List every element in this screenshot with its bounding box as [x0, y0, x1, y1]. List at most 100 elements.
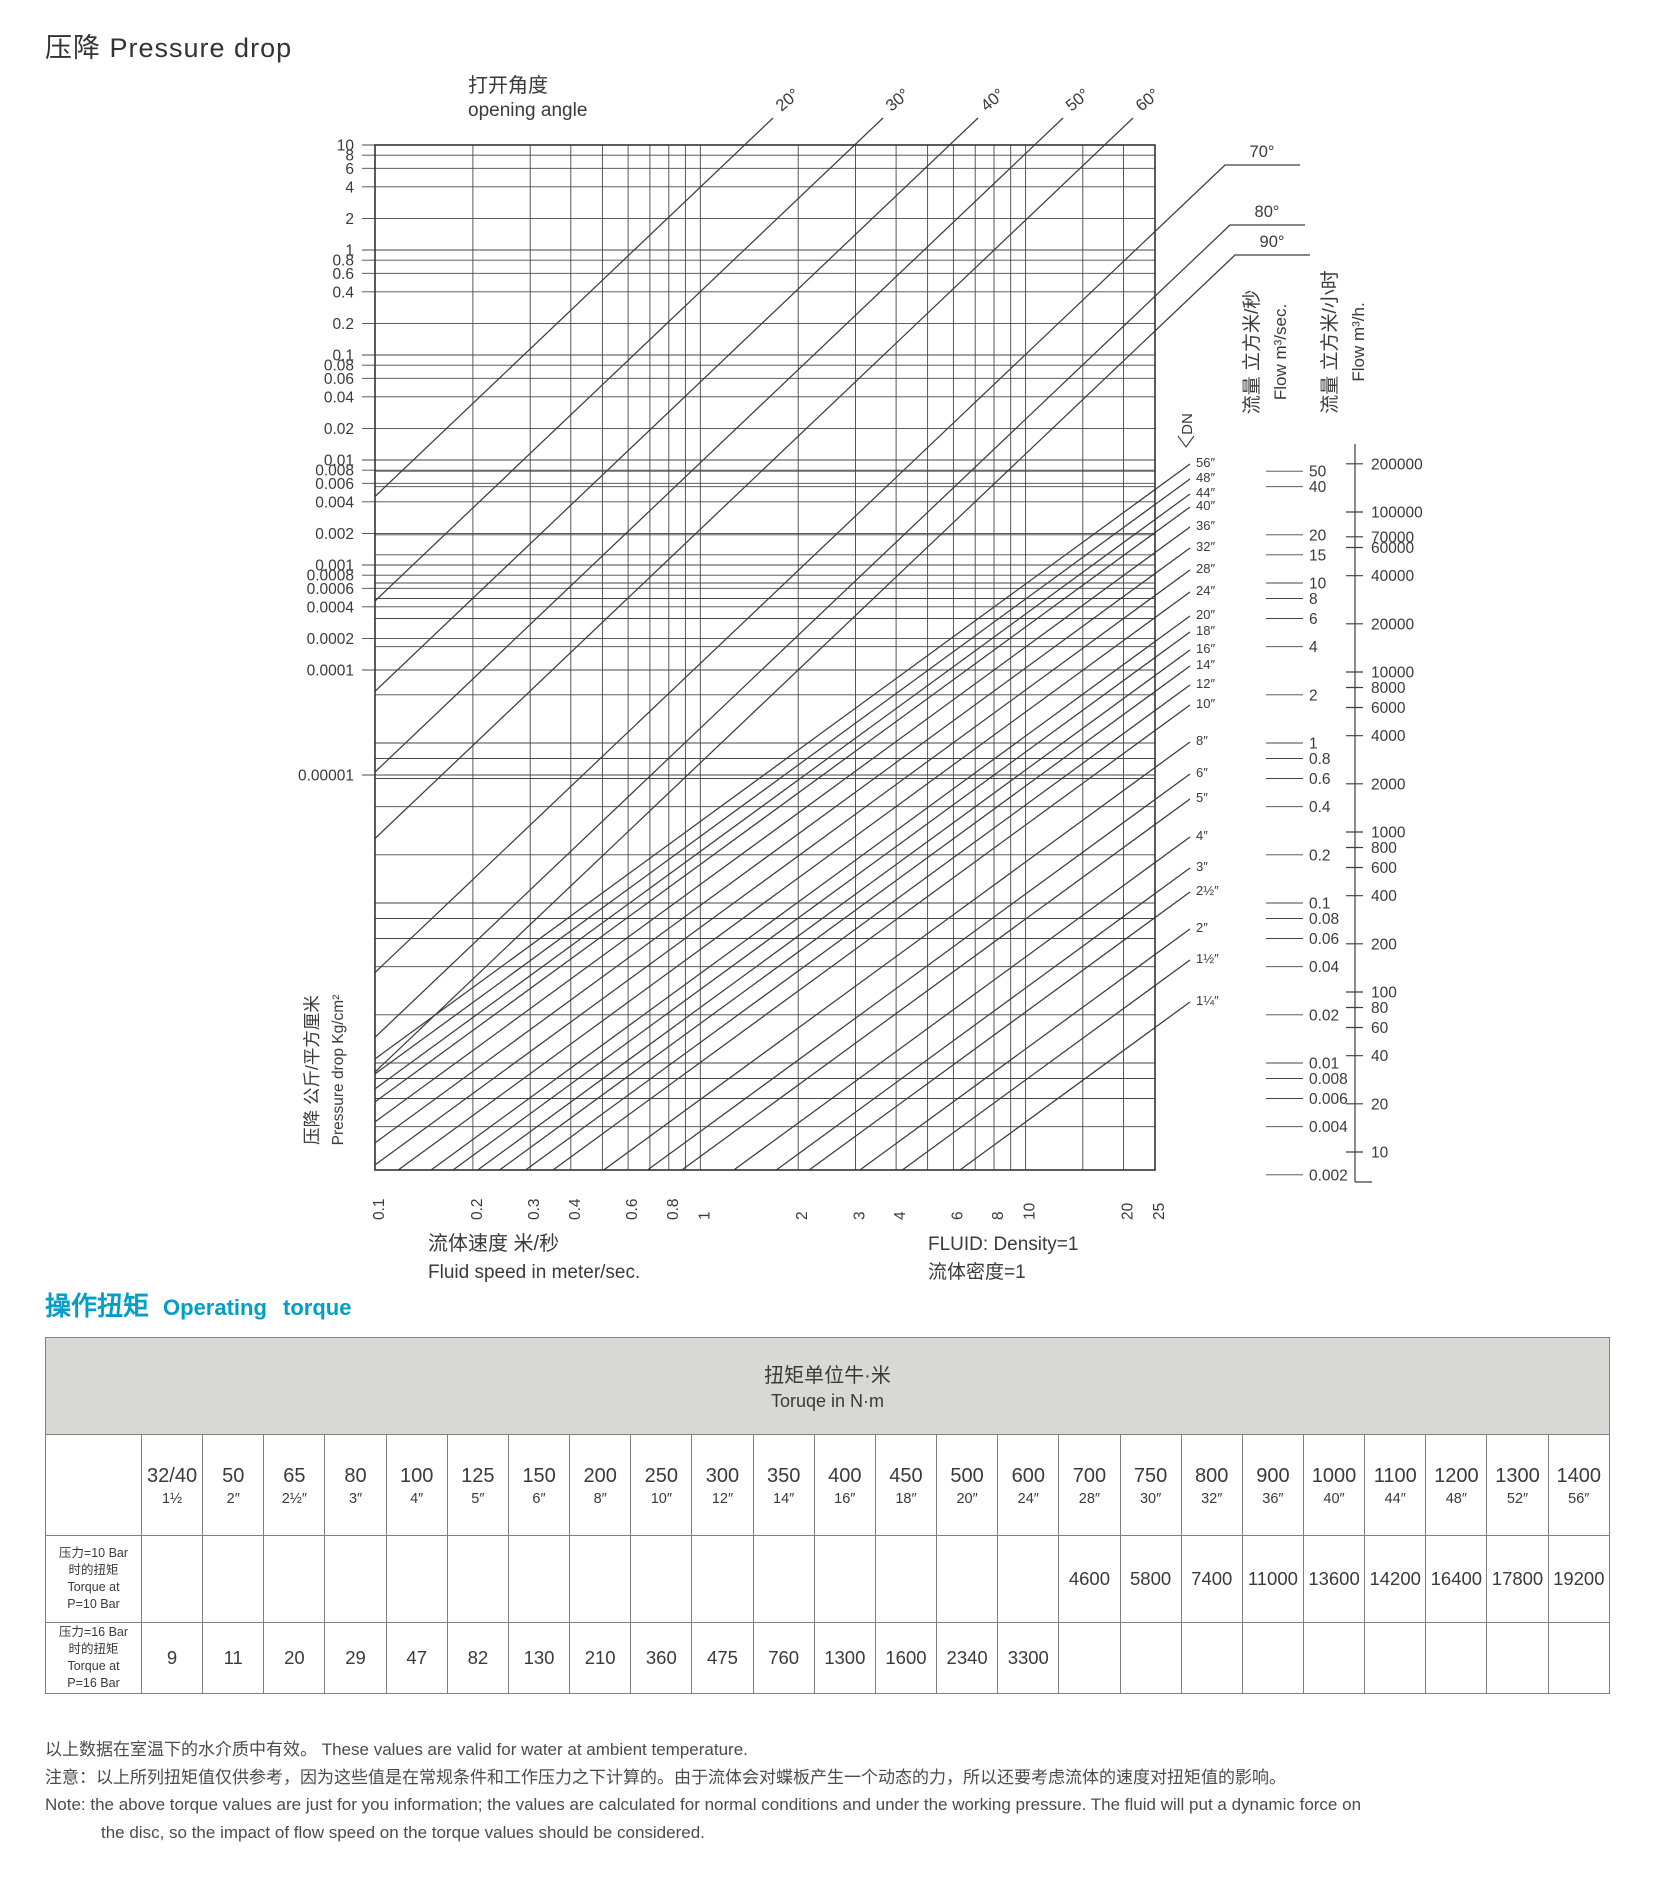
svg-text:10: 10 [1371, 1145, 1389, 1162]
svg-text:10: 10 [1309, 576, 1327, 593]
torque-value-cell: 16400 [1425, 1535, 1488, 1623]
size-column-header: 100 4″ [385, 1434, 448, 1536]
svg-text:4″: 4″ [1196, 828, 1208, 843]
size-column-header: 300 12″ [691, 1434, 754, 1536]
svg-text:8: 8 [1309, 591, 1318, 608]
torque-value-cell: 13600 [1302, 1535, 1366, 1623]
svg-text:36″: 36″ [1196, 518, 1215, 533]
svg-text:0.00001: 0.00001 [298, 768, 354, 785]
corner-cell [45, 1434, 142, 1536]
svg-text:0.008: 0.008 [315, 463, 354, 480]
svg-text:60: 60 [1371, 1020, 1389, 1037]
svg-text:8″: 8″ [1196, 733, 1208, 748]
svg-text:3: 3 [852, 1211, 869, 1220]
size-column-header: 500 20″ [936, 1434, 999, 1536]
size-column-header: 350 14″ [752, 1434, 815, 1536]
size-column-header: 1300 52″ [1486, 1434, 1549, 1536]
svg-text:0.02: 0.02 [324, 421, 354, 438]
torque-value-cell [1486, 1622, 1549, 1694]
torque-value-cell: 1600 [874, 1622, 938, 1694]
operating-torque-section: 操作扭矩 Operating torque 扭矩单位牛·米 Toruqe in N·… [45, 1286, 1611, 1846]
svg-text:60000: 60000 [1371, 540, 1414, 557]
torque-table: 扭矩单位牛·米 Toruqe in N·m 32/40 1½ 50 2″ 65 2½″ 80 3″… [45, 1337, 1611, 1694]
svg-text:2: 2 [794, 1211, 811, 1220]
svg-text:1000: 1000 [1371, 825, 1406, 842]
torque-value-cell: 9 [140, 1622, 204, 1694]
svg-text:0.4: 0.4 [1309, 799, 1331, 816]
torque-value-cell: 17800 [1486, 1535, 1549, 1623]
torque-value-cell [691, 1535, 754, 1623]
svg-text:0.4: 0.4 [567, 1198, 584, 1220]
torque-section-title: 操作扭矩 Operating torque [45, 1286, 1610, 1323]
page-title-cn: 压降 [45, 33, 101, 63]
svg-text:25: 25 [1151, 1203, 1168, 1220]
svg-text:4000: 4000 [1371, 728, 1406, 745]
svg-text:0.4: 0.4 [332, 284, 354, 301]
size-column-header: 1100 44″ [1364, 1434, 1427, 1536]
svg-text:10000: 10000 [1371, 665, 1414, 682]
torque-value-cell [140, 1535, 204, 1623]
svg-text:40″: 40″ [1196, 498, 1215, 513]
page-title: 压降 Pressure drop [45, 26, 292, 65]
torque-table-wrap: 扭矩单位牛·米 Toruqe in N·m 32/40 1½ 50 2″ 65 2½″ 80 3″… [45, 1337, 1611, 1694]
dn-arrow-icon [1177, 435, 1195, 448]
torque-value-cell [752, 1535, 815, 1623]
unit-header: 扭矩单位牛·米 Toruqe in N·m [45, 1337, 1610, 1435]
svg-text:0.004: 0.004 [315, 494, 354, 511]
size-column-header: 900 36″ [1241, 1434, 1304, 1536]
svg-text:12″: 12″ [1196, 676, 1215, 691]
svg-text:800: 800 [1371, 840, 1397, 857]
svg-text:80°: 80° [1255, 203, 1280, 221]
note-line: the disc, so the impact of flow speed on… [101, 1822, 705, 1842]
svg-text:6: 6 [1309, 611, 1318, 628]
svg-text:50: 50 [1309, 464, 1327, 481]
svg-text:24″: 24″ [1196, 583, 1215, 598]
torque-value-cell: 11 [202, 1622, 265, 1694]
torque-value-cell: 20 [263, 1622, 326, 1694]
svg-text:0.01: 0.01 [324, 453, 354, 470]
svg-text:200: 200 [1371, 936, 1397, 953]
svg-text:DN: DN [1179, 413, 1196, 435]
torque-value-cell: 7400 [1180, 1535, 1243, 1623]
torque-value-cell: 82 [446, 1622, 509, 1694]
svg-text:5″: 5″ [1196, 790, 1208, 805]
svg-text:0.1: 0.1 [332, 348, 354, 365]
torque-value-cell: 130 [507, 1622, 571, 1694]
svg-text:80: 80 [1371, 1000, 1389, 1017]
svg-text:6″: 6″ [1196, 765, 1208, 780]
svg-text:流量 立方米/小时: 流量 立方米/小时 [1319, 270, 1341, 414]
svg-text:压降 公斤/平方厘米: 压降 公斤/平方厘米 [302, 995, 322, 1145]
torque-value-cell [813, 1535, 876, 1623]
torque-value-cell: 29 [324, 1622, 387, 1694]
torque-value-cell: 1300 [813, 1622, 876, 1694]
diagonal-lines [374, 117, 1310, 1171]
svg-text:20°: 20° [772, 85, 803, 115]
svg-text:70000: 70000 [1371, 529, 1414, 546]
svg-text:0.001: 0.001 [315, 558, 354, 575]
svg-text:20: 20 [1309, 527, 1327, 544]
svg-text:16″: 16″ [1196, 641, 1215, 656]
svg-text:Flow m³/h.: Flow m³/h. [1349, 302, 1368, 381]
size-column-header: 80 3″ [324, 1434, 387, 1536]
svg-text:60°: 60° [1132, 85, 1163, 115]
svg-text:0.01: 0.01 [1309, 1056, 1339, 1073]
page-title-en: Pressure drop [109, 33, 293, 63]
svg-text:600: 600 [1371, 860, 1397, 877]
size-column-header: 250 10″ [630, 1434, 693, 1536]
svg-text:流量 立方米/秒: 流量 立方米/秒 [1241, 290, 1263, 415]
svg-text:0.06: 0.06 [1309, 931, 1339, 948]
torque-value-cell [263, 1535, 326, 1623]
torque-title-cn: 操作扭矩 [45, 1291, 150, 1321]
svg-text:流体速度 米/秒: 流体速度 米/秒 [428, 1232, 559, 1255]
svg-text:0.002: 0.002 [1309, 1167, 1348, 1184]
svg-text:0.0002: 0.0002 [307, 631, 354, 648]
torque-value-cell: 5800 [1119, 1535, 1182, 1623]
torque-value-cell: 11000 [1241, 1535, 1304, 1623]
plot-border [374, 144, 1156, 1171]
svg-text:2000: 2000 [1371, 776, 1406, 793]
row-label: 压力=16 Bar 时的扭矩 Torque at P=16 Bar [45, 1622, 142, 1694]
pressure-drop-nomogram: 10864210.80.60.40.20.10.080.060.040.020.… [298, 74, 1423, 1283]
torque-value-cell: 3300 [997, 1622, 1060, 1694]
svg-text:6: 6 [345, 161, 354, 178]
size-column-header: 50 2″ [202, 1434, 265, 1536]
